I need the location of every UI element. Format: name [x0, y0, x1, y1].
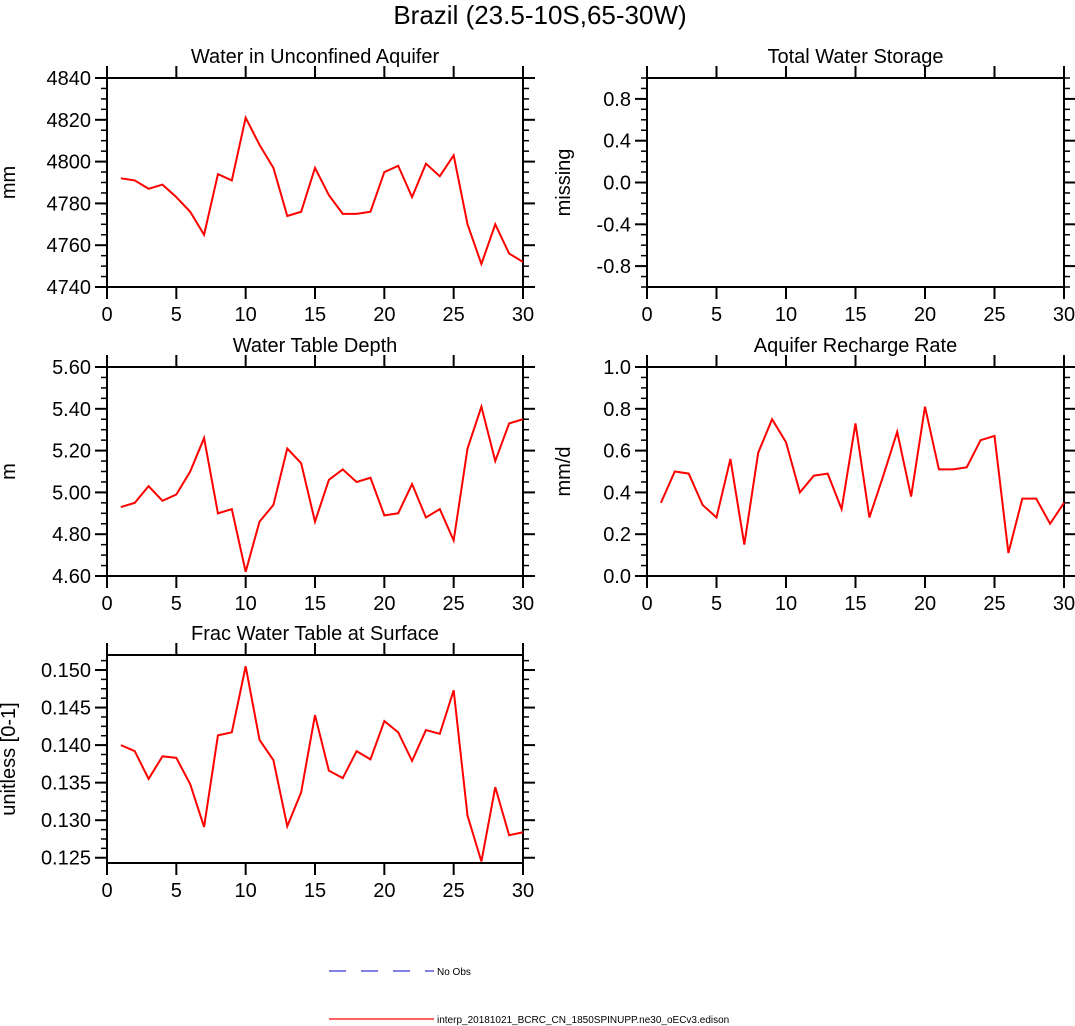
y-tick-label: 4800 — [47, 152, 92, 174]
plot-frame — [646, 366, 1065, 577]
y-tick-label: 5.20 — [52, 441, 91, 463]
y-tick-label: 5.40 — [52, 399, 91, 421]
x-tick-label: 0 — [101, 880, 112, 902]
y-axis-label: m — [0, 463, 20, 480]
y-tick-label: 0.145 — [41, 698, 91, 720]
plot-frame — [106, 77, 524, 288]
y-tick-label: 4780 — [47, 193, 92, 215]
x-tick-label: 25 — [983, 593, 1005, 615]
x-tick-label: 15 — [304, 304, 326, 326]
x-tick-label: 30 — [512, 593, 534, 615]
x-tick-label: 10 — [775, 304, 797, 326]
y-tick-label: 4820 — [47, 110, 92, 132]
y-tick-label: 0.135 — [41, 773, 91, 795]
x-tick-label: 25 — [983, 304, 1005, 326]
y-tick-label: 4.80 — [52, 524, 91, 546]
y-tick-label: 4740 — [47, 277, 92, 299]
panel-4: Frac Water Table at Surface 0 5 10 15 20 25 30 0… — [0, 623, 535, 902]
y-axis-label: unitless [0-1] — [0, 702, 20, 815]
y-tick-label: 4.60 — [52, 566, 91, 588]
y-tick-label: 5.00 — [52, 482, 91, 504]
x-tick-label: 15 — [844, 304, 866, 326]
x-tick-label: 30 — [512, 880, 534, 902]
y-tick-label: 0.130 — [41, 810, 91, 832]
x-tick-label: 25 — [443, 304, 465, 326]
x-tick-label: 0 — [641, 304, 652, 326]
x-tick-label: 10 — [775, 593, 797, 615]
panel-1: Total Water Storage 0 5 10 15 20 25 30 -0.8 -0.4 0… — [553, 46, 1075, 326]
x-tick-label: 5 — [171, 593, 182, 615]
x-tick-label: 20 — [373, 593, 395, 615]
series-line — [120, 403, 524, 573]
panel-3: Aquifer Recharge Rate 0 5 10 15 20 25 30 0.0 0.2 0… — [553, 335, 1075, 615]
x-tick-label: 10 — [235, 304, 257, 326]
y-tick-label: -0.8 — [597, 256, 631, 278]
y-axis-label: mm — [0, 166, 20, 199]
y-tick-label: 0.2 — [603, 524, 631, 546]
y-tick-label: 0.4 — [603, 482, 631, 504]
x-tick-label: 15 — [304, 880, 326, 902]
y-axis-label: mm/d — [553, 447, 575, 497]
x-tick-label: 25 — [443, 593, 465, 615]
legend: No Obs interp_20181021_BCRC_CN_1850SPINU… — [329, 967, 729, 1026]
y-tick-label: 0.125 — [41, 848, 91, 870]
y-tick-label: 4840 — [47, 68, 92, 90]
x-tick-label: 5 — [171, 880, 182, 902]
x-tick-label: 10 — [235, 880, 257, 902]
y-tick-label: 1.0 — [603, 357, 631, 379]
x-tick-label: 25 — [443, 880, 465, 902]
y-tick-label: 0.140 — [41, 735, 91, 757]
panel-title: Water Table Depth — [233, 335, 398, 357]
y-tick-label: 0.8 — [603, 89, 631, 111]
y-tick-label: 0.0 — [603, 566, 631, 588]
x-tick-label: 20 — [373, 304, 395, 326]
figure-title: Brazil (23.5-10S,65-30W) — [393, 0, 686, 30]
plot-frame — [106, 366, 524, 577]
y-tick-label: -0.4 — [597, 214, 631, 236]
x-tick-label: 0 — [641, 593, 652, 615]
x-tick-label: 30 — [1053, 593, 1075, 615]
x-tick-label: 20 — [373, 880, 395, 902]
x-tick-label: 20 — [914, 304, 936, 326]
x-tick-label: 5 — [171, 304, 182, 326]
y-tick-label: 4760 — [47, 235, 92, 257]
y-tick-label: 0.4 — [603, 131, 631, 153]
y-tick-label: 0.6 — [603, 441, 631, 463]
x-tick-label: 20 — [914, 593, 936, 615]
y-tick-label: 5.60 — [52, 357, 91, 379]
panel-2: Water Table Depth 0 5 10 15 20 25 30 4.60 4.80 5.0… — [0, 335, 535, 615]
panel-title: Water in Unconfined Aquifer — [191, 46, 440, 68]
x-tick-label: 0 — [101, 593, 112, 615]
x-tick-label: 30 — [1053, 304, 1075, 326]
series-line — [120, 666, 524, 862]
x-tick-label: 0 — [101, 304, 112, 326]
panel-title: Total Water Storage — [767, 46, 943, 68]
x-tick-label: 30 — [512, 304, 534, 326]
y-tick-label: 0.8 — [603, 399, 631, 421]
x-tick-label: 15 — [844, 593, 866, 615]
series-line — [659, 406, 1065, 554]
y-axis-label: missing — [553, 149, 575, 217]
x-tick-label: 5 — [711, 593, 722, 615]
x-tick-label: 15 — [304, 593, 326, 615]
panel-title: Aquifer Recharge Rate — [754, 335, 957, 357]
legend-model-label: interp_20181021_BCRC_CN_1850SPINUPP.ne30… — [437, 1015, 729, 1026]
series-line — [120, 114, 524, 268]
panel-0: Water in Unconfined Aquifer 0 5 10 15 20 25 30 4… — [0, 46, 535, 326]
legend-obs-label: No Obs — [437, 967, 471, 978]
plot-frame — [646, 77, 1065, 288]
x-tick-label: 5 — [711, 304, 722, 326]
x-tick-label: 10 — [235, 593, 257, 615]
y-tick-label: 0.0 — [603, 173, 631, 195]
panel-title: Frac Water Table at Surface — [191, 623, 439, 645]
y-tick-label: 0.150 — [41, 660, 91, 682]
